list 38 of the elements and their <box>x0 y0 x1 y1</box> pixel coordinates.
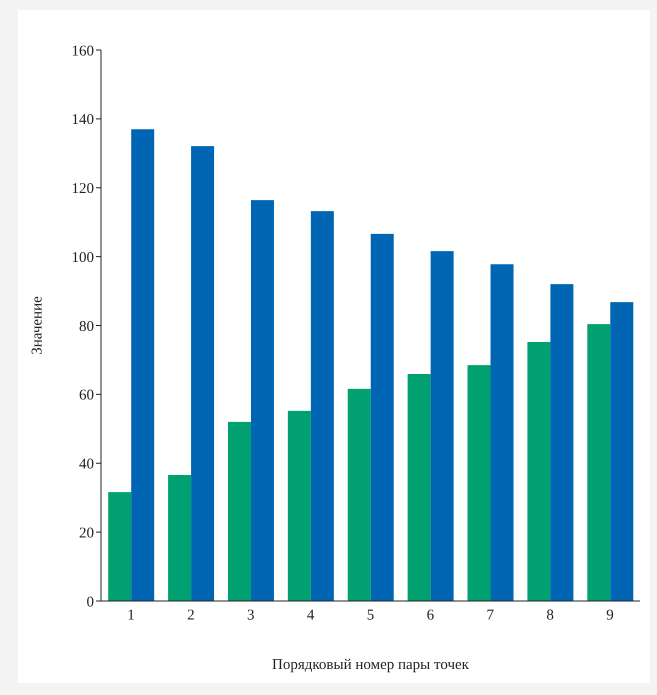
x-tick-label: 1 <box>127 608 135 624</box>
x-tick-label: 3 <box>246 608 254 624</box>
y-tick-label: 40 <box>79 456 94 473</box>
bar <box>468 365 491 601</box>
bar <box>191 146 214 601</box>
bar <box>288 410 311 601</box>
bar <box>168 474 192 601</box>
bar <box>527 342 550 601</box>
x-tick-label: 6 <box>426 608 435 624</box>
bar <box>587 324 610 601</box>
x-tick-label: 4 <box>306 608 315 624</box>
x-tick-label: 2 <box>187 608 195 624</box>
bar <box>310 211 334 601</box>
y-tick-label: 120 <box>72 181 94 198</box>
y-tick-label: 100 <box>72 250 94 266</box>
y-axis-title: Значение <box>29 296 46 355</box>
bar <box>250 200 274 601</box>
bar <box>348 388 371 601</box>
x-tick-label: 5 <box>366 608 374 624</box>
bar <box>490 264 514 601</box>
bar <box>108 492 132 601</box>
y-tick-label: 140 <box>72 112 94 128</box>
y-tick-label: 80 <box>79 318 94 335</box>
y-tick-label: 160 <box>72 43 94 60</box>
x-tick-label: 8 <box>546 608 554 624</box>
x-axis-title: Порядковый номер пары точек <box>272 657 470 673</box>
y-tick-label: 0 <box>86 594 94 610</box>
bar <box>430 251 454 601</box>
bar <box>131 129 154 601</box>
y-tick-label: 60 <box>79 388 94 404</box>
x-tick-label: 9 <box>606 608 614 624</box>
bar <box>370 234 394 601</box>
bar <box>228 422 251 601</box>
bar <box>610 302 634 601</box>
bar <box>550 284 574 601</box>
bar <box>408 374 431 601</box>
x-tick-label: 7 <box>486 608 495 624</box>
y-tick-label: 20 <box>79 525 94 542</box>
